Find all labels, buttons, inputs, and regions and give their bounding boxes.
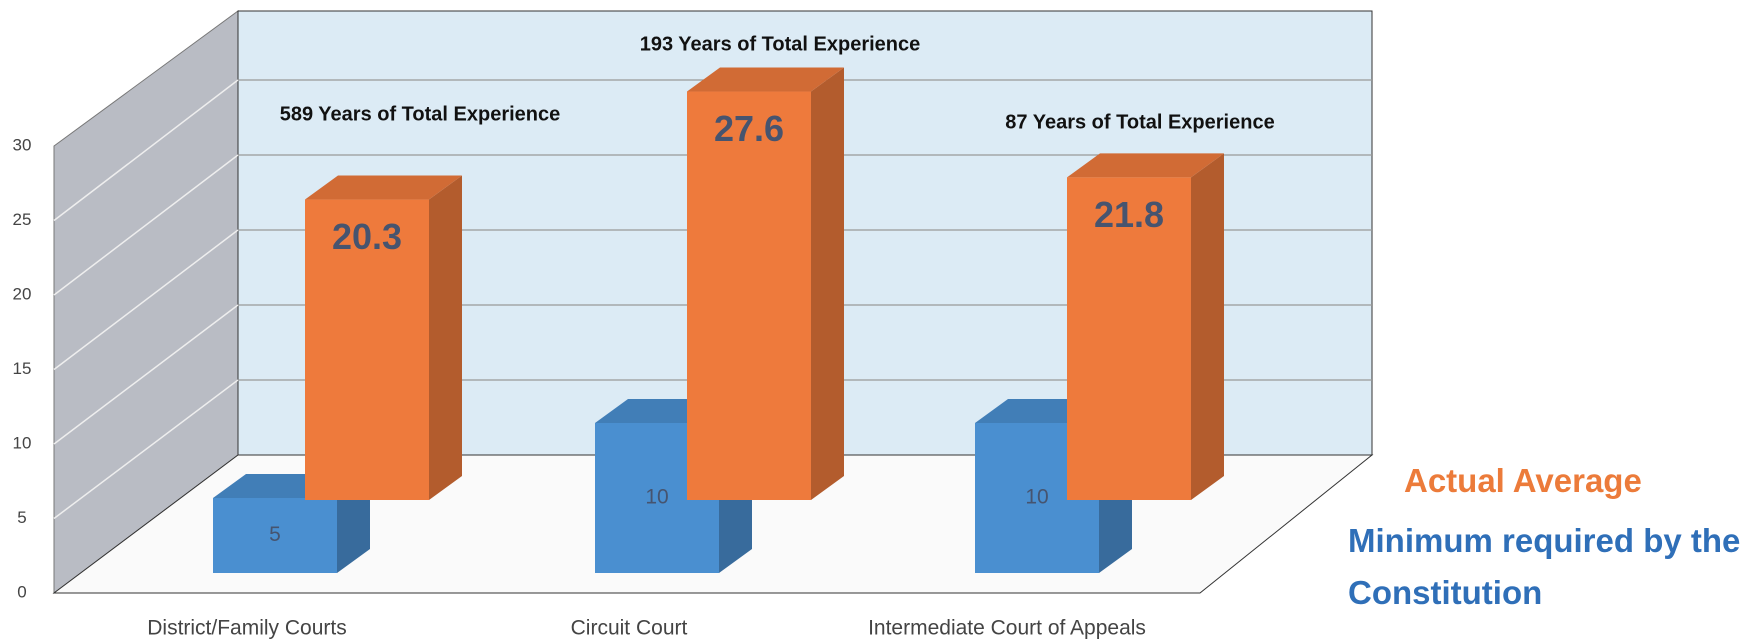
x-tick-label: Intermediate Court of Appeals xyxy=(868,617,1146,640)
grid-line xyxy=(53,379,239,520)
bar-side xyxy=(811,67,844,501)
y-tick-label: 5 xyxy=(17,508,26,527)
bar xyxy=(305,199,429,500)
bar-side xyxy=(429,175,462,500)
y-tick-label: 20 xyxy=(13,284,32,303)
bar xyxy=(213,498,337,573)
annotation: 589 Years of Total Experience xyxy=(280,103,561,125)
bar-top xyxy=(1067,153,1224,178)
bar-top xyxy=(305,175,462,200)
legend-item: Minimum required by the Constitution xyxy=(1348,522,1741,611)
data-label: 21.8 xyxy=(1094,194,1164,235)
grid-line xyxy=(53,154,239,296)
grid-line xyxy=(53,304,239,445)
data-label: 10 xyxy=(1025,486,1048,509)
y-tick-label: 0 xyxy=(17,582,26,601)
x-tick-label: District/Family Courts xyxy=(147,617,347,640)
grid-line xyxy=(53,79,239,222)
y-tick-label: 15 xyxy=(13,359,32,378)
x-tick-label: Circuit Court xyxy=(571,617,688,640)
data-label: 5 xyxy=(269,523,281,546)
data-label: 20.3 xyxy=(332,216,402,257)
bar-top xyxy=(687,67,844,92)
y-tick-label: 25 xyxy=(13,210,32,229)
bar xyxy=(687,91,811,501)
grid-line xyxy=(53,229,239,371)
data-label: 27.6 xyxy=(714,108,784,149)
y-tick-label: 10 xyxy=(13,433,32,452)
bar xyxy=(1067,177,1191,501)
annotation: 87 Years of Total Experience xyxy=(1005,111,1274,133)
bar-side xyxy=(1191,153,1224,501)
y-tick-label: 30 xyxy=(13,135,32,154)
annotation: 193 Years of Total Experience xyxy=(640,33,921,55)
legend-item: Actual Average xyxy=(1404,462,1642,499)
data-label: 10 xyxy=(645,486,668,509)
